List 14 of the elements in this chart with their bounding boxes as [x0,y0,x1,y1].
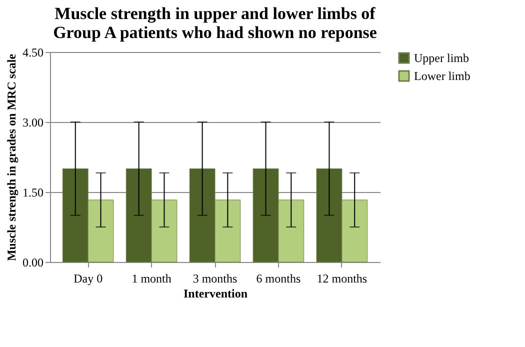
legend-label: Lower limb [414,69,470,83]
x-axis-title: Intervention [184,286,248,300]
y-tick-label: 1.50 [22,186,44,200]
chart-title: Muscle strength in upper and lower limbs of Group A patients who had shown no reponse [53,4,378,42]
x-tick-label: 12 months [316,272,368,286]
y-tick-label: 0.00 [22,256,44,270]
x-tick-label: Day 0 [74,272,103,286]
y-tick-label: 4.50 [22,46,44,60]
x-tick-label: 6 months [256,272,301,286]
x-tick-label: 3 months [192,272,238,286]
y-tick-label: 3.00 [22,116,44,130]
legend-label: Upper limb [414,51,469,65]
y-axis-title: Muscle strength in grades on MRC scale [4,53,18,262]
x-tick-label: 1 month [132,272,172,286]
